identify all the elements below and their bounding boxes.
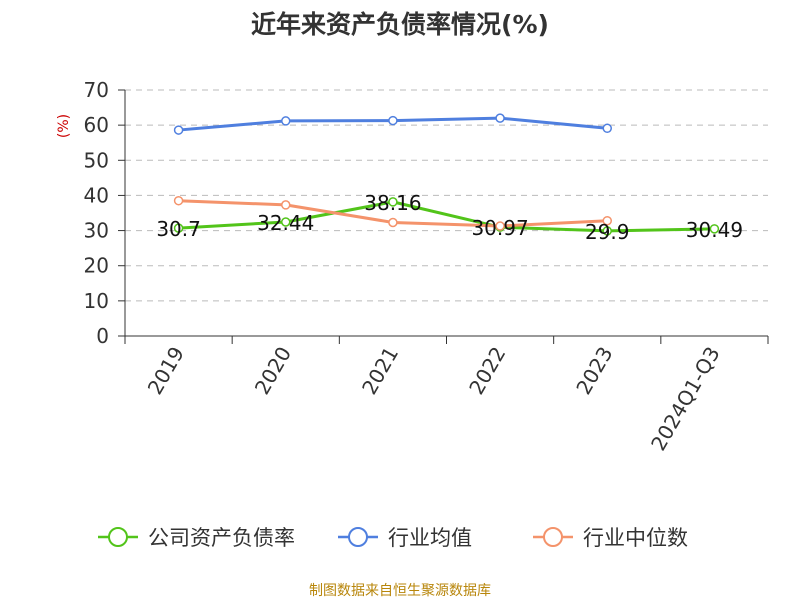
legend-marker	[543, 527, 563, 547]
y-tick-label: 10	[84, 289, 109, 313]
data-label: 29.9	[585, 220, 630, 244]
x-tick-label: 2024Q1-Q3	[646, 343, 725, 455]
data-point	[173, 195, 184, 206]
source-note: 制图数据来自恒生聚源数据库	[309, 583, 491, 599]
x-tick-label: 2022	[464, 343, 510, 399]
chart-title: 近年来资产负债率情况(%)	[251, 10, 549, 39]
data-point	[388, 115, 398, 126]
data-label: 32.44	[257, 211, 314, 235]
legend: 公司资产负债率 行业均值 行业中位数	[98, 526, 688, 550]
data-point	[281, 200, 291, 210]
data-point	[495, 221, 505, 231]
data-point	[495, 113, 505, 123]
data-point	[602, 215, 612, 226]
legend-label: 公司资产负债率	[148, 526, 295, 550]
data-label: 30.49	[686, 218, 743, 242]
y-tick-label: 50	[84, 148, 109, 172]
data-point	[388, 197, 398, 207]
y-tick-label: 0	[96, 324, 109, 348]
data-label: 30.97	[471, 216, 528, 240]
series-line	[178, 200, 715, 233]
y-axis-label: (%)	[56, 114, 72, 138]
x-tick-label: 2020	[250, 343, 296, 399]
y-tick-label: 30	[84, 219, 109, 243]
data-point	[281, 116, 291, 126]
x-tick-label: 2021	[357, 343, 403, 399]
data-point	[602, 123, 612, 134]
gridlines	[125, 89, 768, 302]
data-point	[281, 217, 291, 227]
data-point	[173, 125, 184, 135]
y-tick-label: 70	[84, 78, 109, 102]
legend-marker	[108, 527, 128, 547]
legend-marker	[348, 527, 368, 547]
data-label: 30.7	[156, 217, 201, 241]
x-tick-label: 2023	[571, 343, 617, 399]
y-tick-labels: 0 10 20 30 40 50 60 70	[84, 78, 109, 348]
series-lines	[173, 113, 720, 236]
y-tick-label: 40	[84, 183, 109, 207]
y-tick-label: 60	[84, 113, 109, 137]
data-labels: 30.7 32.44 38.16 30.97 29.9 30.49	[156, 191, 743, 244]
x-tick-labels: 2019 2020 2021 2022 2023 2024Q1-Q3	[143, 343, 725, 455]
x-tick-label: 2019	[143, 343, 189, 399]
data-point	[602, 226, 612, 236]
data-point	[709, 224, 720, 234]
data-label: 38.16	[364, 191, 421, 215]
y-tick-label: 20	[84, 254, 109, 278]
data-point	[388, 217, 398, 228]
axes	[118, 89, 769, 344]
legend-label: 行业均值	[388, 526, 472, 550]
data-point	[173, 223, 184, 233]
legend-label: 行业中位数	[583, 526, 688, 550]
